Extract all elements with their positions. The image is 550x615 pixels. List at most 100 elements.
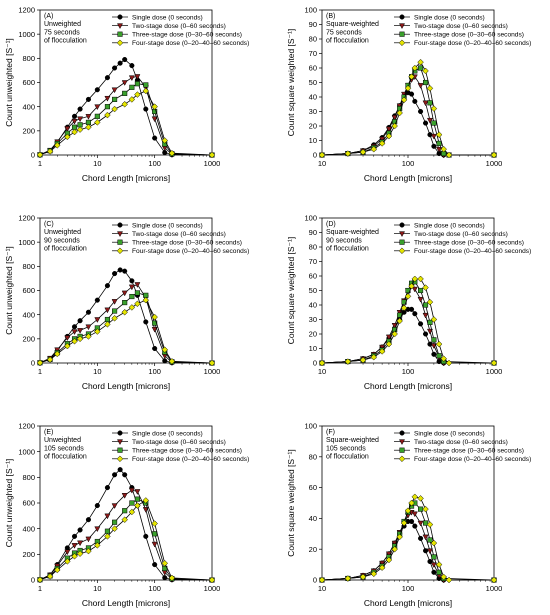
panel-annotation: Square-weighted bbox=[326, 229, 379, 236]
legend-marker bbox=[117, 430, 123, 436]
data-point bbox=[128, 304, 136, 311]
data-point bbox=[129, 278, 135, 284]
legend-entry: Four-stage dose (0–20–40–60 seconds) bbox=[414, 248, 531, 255]
x-tick-label: 1000 bbox=[204, 367, 221, 376]
data-point bbox=[142, 296, 150, 304]
data-point bbox=[94, 113, 100, 119]
chart-panel-c: 0 200 400 600 800 1000 1200 1 10 100 1000 Chord Len… bbox=[4, 214, 249, 391]
x-tick-label: 1000 bbox=[486, 367, 503, 376]
data-point bbox=[430, 105, 438, 112]
data-point bbox=[104, 528, 110, 534]
data-point bbox=[77, 328, 84, 334]
series-4 bbox=[36, 87, 216, 159]
panel-annotation: Unweighted bbox=[44, 21, 81, 28]
data-point bbox=[104, 533, 111, 540]
data-point bbox=[64, 342, 71, 350]
chart-panel-a: 0 200 400 600 800 1000 1200 1 10 100 1000 Chord Len… bbox=[4, 6, 249, 183]
legend-marker bbox=[398, 439, 406, 446]
data-point bbox=[151, 541, 158, 548]
data-point bbox=[85, 547, 92, 555]
data-point bbox=[370, 353, 378, 361]
data-point bbox=[385, 340, 393, 348]
x-tick-label: 1 bbox=[38, 159, 42, 168]
panel-annotation: (E) bbox=[44, 429, 53, 436]
data-point bbox=[122, 90, 128, 96]
x-axis-label: Chord Length [microns] bbox=[364, 173, 452, 183]
data-point bbox=[64, 549, 71, 556]
data-point bbox=[445, 151, 453, 159]
y-axis-label: Count square weighted [S⁻¹] bbox=[286, 29, 296, 137]
series-line bbox=[321, 67, 494, 156]
data-point bbox=[36, 151, 44, 159]
data-point bbox=[426, 521, 434, 528]
panel-annotation: (B) bbox=[326, 13, 335, 20]
data-point bbox=[71, 118, 78, 125]
data-point bbox=[134, 496, 140, 502]
y-axis-label: Count unweighted [S⁻¹] bbox=[4, 246, 14, 335]
data-point bbox=[379, 560, 386, 567]
x-tick-label: 10 bbox=[93, 367, 101, 376]
data-point bbox=[36, 359, 44, 367]
series-1 bbox=[37, 56, 215, 158]
y-tick-label: 400 bbox=[22, 524, 35, 533]
legend-entry: Three-stage dose (0–30–60 seconds) bbox=[414, 448, 524, 455]
data-point bbox=[85, 96, 92, 102]
series-4 bbox=[318, 58, 498, 159]
y-tick-label: 50 bbox=[309, 78, 317, 87]
data-point bbox=[134, 502, 141, 509]
data-point bbox=[71, 553, 78, 560]
y-axis-label: Count unweighted [S⁻¹] bbox=[4, 38, 14, 127]
data-point bbox=[378, 140, 386, 147]
x-tick-label: 1000 bbox=[486, 584, 503, 593]
y-tick-label: 100 bbox=[304, 6, 317, 15]
data-point bbox=[121, 493, 128, 499]
data-point bbox=[121, 100, 128, 108]
x-tick-label: 1 bbox=[38, 584, 42, 593]
data-point bbox=[396, 109, 403, 117]
data-point bbox=[104, 104, 110, 110]
legend-entry: Four-stage dose (0–20–40–60 seconds) bbox=[414, 40, 531, 47]
legend-entry: Four-stage dose (0–20–40–60 seconds) bbox=[132, 40, 249, 47]
data-point bbox=[417, 83, 424, 89]
data-point bbox=[408, 499, 415, 507]
data-point bbox=[71, 543, 78, 549]
data-point bbox=[490, 151, 498, 159]
data-point bbox=[411, 275, 419, 283]
y-tick-label: 600 bbox=[22, 78, 35, 87]
data-point bbox=[94, 328, 101, 335]
x-tick-label: 100 bbox=[402, 367, 415, 376]
data-point bbox=[426, 298, 434, 306]
data-point bbox=[431, 351, 437, 357]
data-point bbox=[134, 91, 141, 98]
data-point bbox=[436, 140, 442, 146]
y-tick-label: 1200 bbox=[18, 6, 35, 15]
legend-entry: Two-stage dose (0–60 seconds) bbox=[414, 231, 508, 238]
y-tick-label: 0 bbox=[31, 576, 35, 585]
panel-annotation: Unweighted bbox=[44, 437, 81, 444]
y-tick-label: 10 bbox=[309, 136, 317, 145]
legend-entry: Single dose (0 seconds) bbox=[414, 222, 485, 229]
legend-marker bbox=[116, 231, 124, 238]
y-tick-label: 400 bbox=[22, 310, 35, 319]
data-point bbox=[404, 293, 412, 300]
y-tick-label: 400 bbox=[22, 102, 35, 111]
x-tick-label: 1000 bbox=[204, 159, 221, 168]
data-point bbox=[344, 575, 352, 582]
data-point bbox=[129, 500, 135, 506]
data-point bbox=[71, 337, 78, 345]
data-point bbox=[370, 145, 378, 153]
data-point bbox=[344, 358, 352, 365]
legend-entry: Four-stage dose (0–20–40–60 seconds) bbox=[414, 456, 531, 463]
data-point bbox=[142, 497, 150, 504]
data-point bbox=[151, 313, 158, 321]
y-tick-label: 90 bbox=[309, 20, 317, 29]
data-point bbox=[422, 100, 429, 107]
legend-entry: Two-stage dose (0–60 seconds) bbox=[414, 439, 508, 446]
y-axis-label: Count square weighted [S⁻¹] bbox=[286, 449, 296, 557]
panel-annotation: Square-weighted bbox=[326, 437, 379, 444]
y-tick-label: 800 bbox=[22, 54, 35, 63]
y-tick-label: 1000 bbox=[18, 238, 35, 247]
data-point bbox=[111, 503, 118, 510]
data-point bbox=[385, 556, 393, 564]
data-point bbox=[71, 113, 78, 119]
